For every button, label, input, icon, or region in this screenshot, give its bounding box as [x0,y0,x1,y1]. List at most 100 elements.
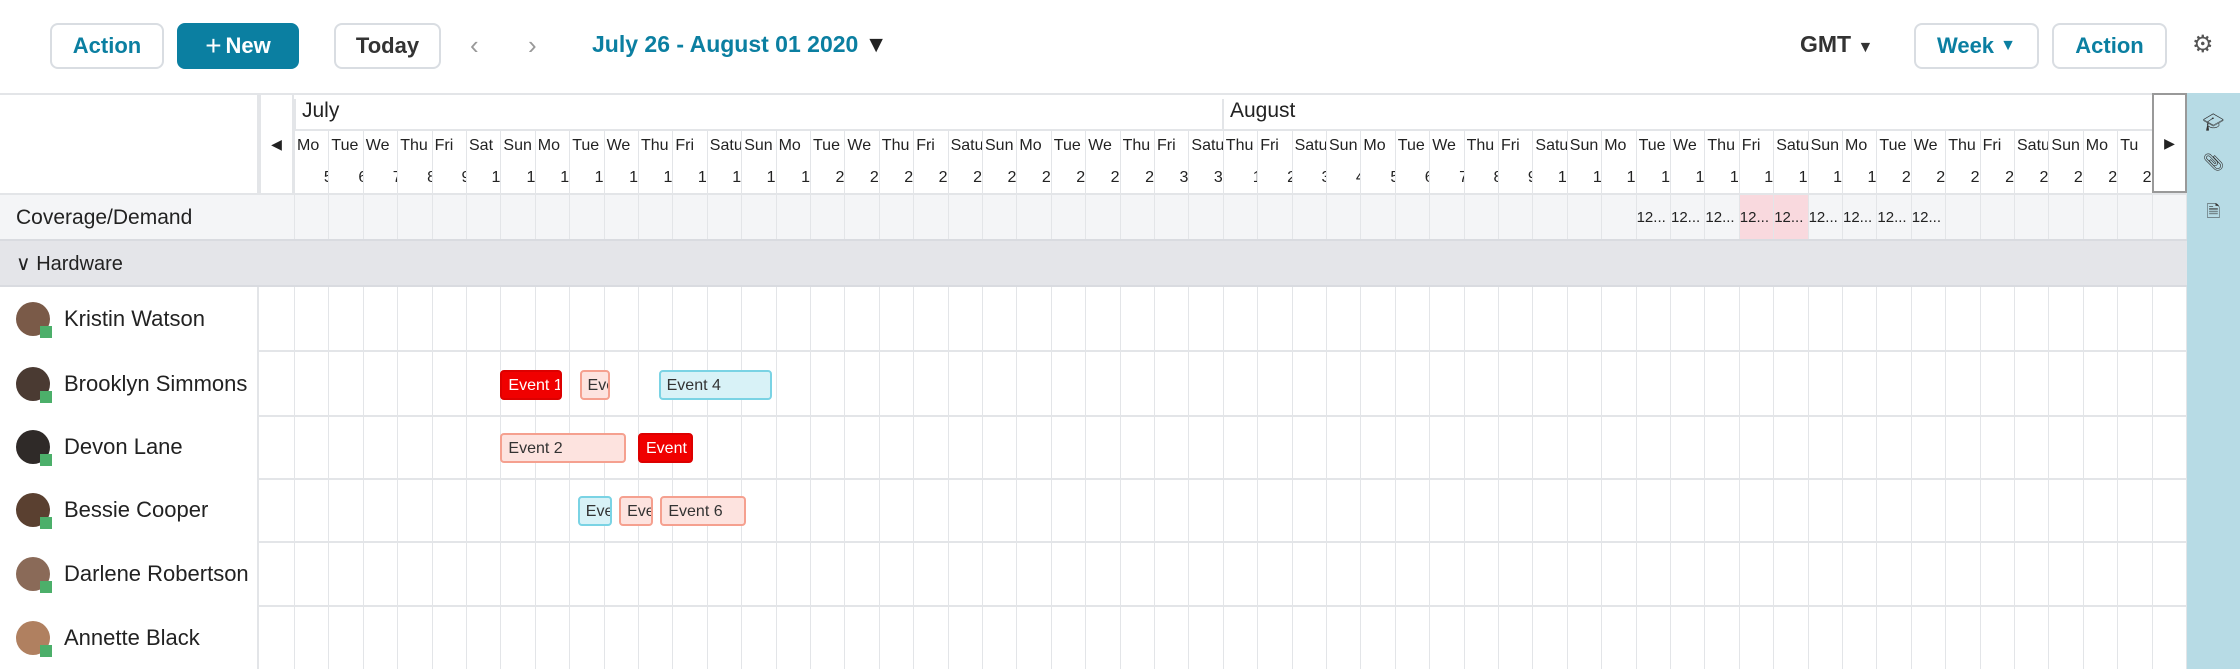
avatar [16,367,52,403]
day-column-header: We 7 [362,131,397,193]
day-name: Satu [1294,137,1326,154]
day-name: Sat [469,137,494,154]
day-number: 5 [312,169,328,187]
scroll-left-button[interactable]: ◀ [259,93,294,193]
day-name: Fri [675,137,695,154]
day-name: We [1088,137,1112,154]
day-number: 1 [1240,169,1257,187]
day-number: 27 [2142,169,2152,186]
event-block[interactable]: Event 7 [619,496,654,526]
today-button[interactable]: Today [334,23,441,69]
event-block[interactable]: Event 3 [579,370,611,400]
resource-row-label[interactable]: Annette Black [16,620,200,657]
coverage-cell [1601,195,1635,241]
event-block[interactable]: Event 6 [660,496,747,526]
resource-row-label[interactable]: Darlene Robertson [16,556,249,593]
scroll-right-button[interactable]: ▶ [2152,93,2187,193]
day-name: Satu [950,137,982,154]
day-number: 18 [766,169,776,186]
resource-row-label[interactable]: Bessie Cooper [16,492,209,529]
resource-row-label[interactable]: Brooklyn Simmons [16,366,247,403]
event-block[interactable]: Event [638,433,694,463]
action-button-right[interactable]: Action [2052,23,2167,69]
event-block[interactable]: Event 5 [577,496,613,526]
timezone-dropdown[interactable]: GMT ▼ [1800,31,1873,58]
coverage-cell [1429,195,1463,241]
day-column-header: Mo 26 [1016,131,1051,193]
day-column-header: Tue 27 [1050,131,1085,193]
status-indicator [40,454,52,466]
month-label: July [294,99,339,131]
day-column-header: Thu 8 [1463,131,1498,193]
day-name: We [1432,137,1456,154]
day-number: 20 [1901,169,1911,186]
day-number: 15 [663,169,673,186]
graduation-cap-icon[interactable]: 🎓︎ [2202,113,2225,132]
day-number: 17 [1798,169,1808,186]
document-icon[interactable]: 🗎 [2206,202,2221,221]
coverage-cell [1945,195,1979,241]
day-name: Thu [400,137,428,154]
day-name: Tue [1397,137,1425,154]
day-name: Thu [1707,137,1735,154]
day-number: 12 [560,169,570,186]
new-button[interactable]: + New [177,23,299,69]
day-number: 14 [1695,169,1705,186]
day-column-header: We 21 [1910,131,1945,193]
day-number: 18 [1833,169,1842,186]
day-number: 19 [801,169,810,186]
coverage-cell: 12... [1738,195,1774,241]
day-name: Mo [1363,137,1386,154]
chevron-right-icon[interactable]: › [528,30,537,60]
date-range-dropdown[interactable]: July 26 - August 01 2020 ▼ [592,31,887,58]
day-name: Sun [2051,137,2080,154]
resource-name: Bessie Cooper [64,497,209,522]
event-block[interactable]: Event 1 [500,370,563,400]
day-number: 4 [1344,169,1360,187]
schedule-grid[interactable] [259,287,2187,669]
day-name: We [606,137,631,154]
day-name: Fri [1501,137,1520,154]
paperclip-icon[interactable]: 📎︎ [2202,153,2225,172]
resource-row-label[interactable]: Kristin Watson [16,301,205,338]
event-block[interactable]: Event 4 [658,370,773,400]
day-column-header: Sun 25 [2048,131,2083,193]
coverage-value: 12... [1705,209,1735,226]
day-column-header: Mo 26 [2082,131,2117,193]
chevron-left-icon[interactable]: ‹ [470,30,479,60]
day-column-header: Tue 20 [810,131,844,193]
coverage-cell [638,195,672,241]
view-dropdown[interactable]: Week ▼ [1914,23,2039,69]
day-column-header: Mo19 [775,131,810,193]
coverage-cell [569,195,603,241]
coverage-cell [1566,195,1601,241]
resource-panel [0,93,259,669]
day-name: Tue [1638,137,1666,154]
resource-name: Darlene Robertson [64,561,249,586]
caret-down-icon: ▼ [2000,37,2017,54]
resource-row-label[interactable]: Devon Lane [16,429,183,466]
coverage-cell: 12... [1773,195,1808,241]
day-name: We [365,137,390,154]
coverage-cell [466,195,500,241]
avatar [16,302,52,338]
group-row-hardware[interactable] [0,239,2187,287]
coverage-value: 12... [1774,209,1804,226]
day-column-header: Fri23 [913,131,948,193]
day-name: Thu [1225,137,1254,154]
day-name: Tue [1053,137,1081,154]
row-divider [259,478,2187,480]
coverage-value: 12... [1911,209,1941,226]
timezone-label: GMT [1800,31,1852,57]
day-column-header: We 7 [1429,131,1464,193]
event-block[interactable]: Event 2 [500,433,626,463]
coverage-cell: 12... [1807,195,1842,241]
coverage-cell: 12... [1842,195,1876,241]
gear-icon[interactable]: ⚙ [2192,31,2214,58]
day-number: 24 [2039,169,2049,186]
day-name: Sun [1329,137,1358,154]
group-toggle[interactable]: ∨ Hardware [16,251,123,276]
action-button-left[interactable]: Action [50,23,164,69]
resource-name: Annette Black [64,625,200,650]
day-name: Fri [1741,137,1761,154]
